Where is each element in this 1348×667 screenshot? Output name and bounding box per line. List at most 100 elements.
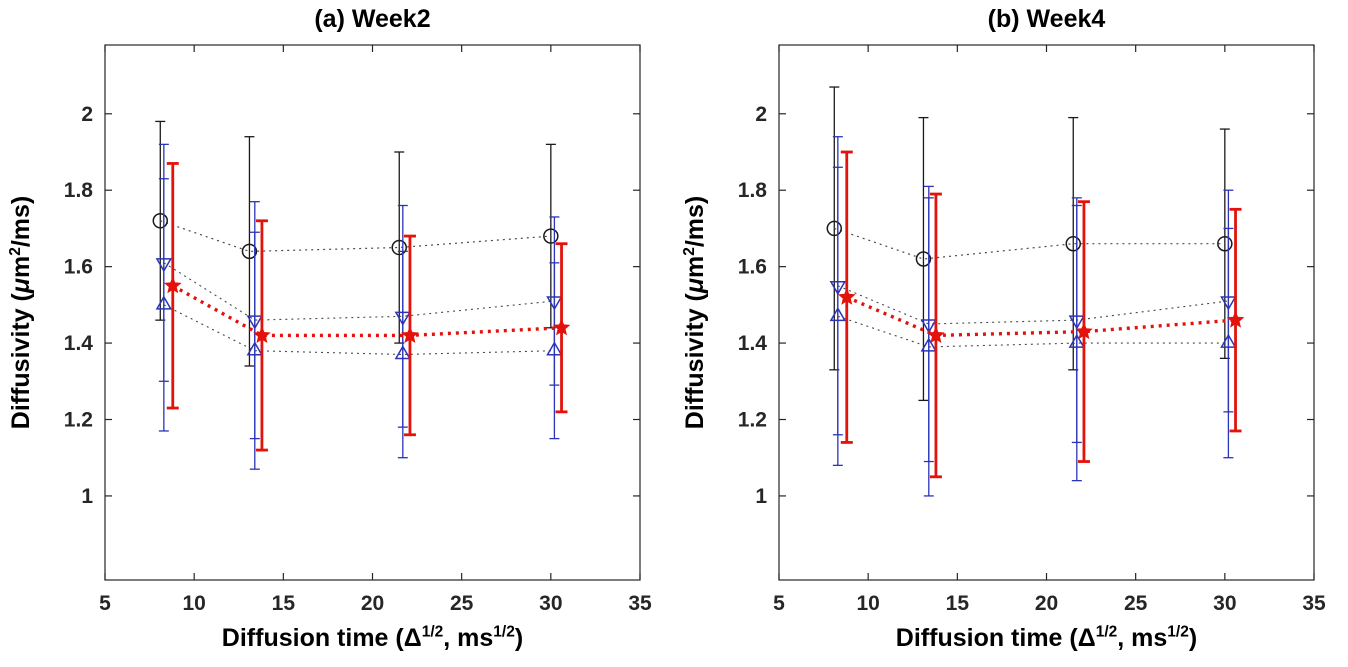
y-axis-label-text: Diffusivity (μm2/ms) bbox=[681, 195, 710, 430]
series-blue-triangles-up bbox=[829, 166, 1237, 497]
xlabel-post: ) bbox=[514, 624, 524, 652]
y-tick-label: 1.8 bbox=[64, 179, 94, 202]
xlabel-superscript-1: 1/2 bbox=[1095, 623, 1118, 641]
x-tick-label: 25 bbox=[450, 592, 474, 615]
ylabel-base: m bbox=[681, 255, 710, 279]
axes-box bbox=[104, 44, 641, 581]
circle-marker bbox=[543, 228, 559, 244]
y-axis-label: Diffusivity (μm2/ms) bbox=[676, 45, 716, 580]
plot-week2: 5 10 15 20 25 30 35 1 1.2 1.4 1.6 1.8 2 bbox=[64, 44, 652, 615]
subplot-week4: 5 10 15 20 25 30 35 1 1.2 1.4 1.6 1.8 2 (b) Week4 Di… bbox=[674, 0, 1348, 667]
mu-symbol: μ bbox=[681, 278, 710, 294]
triangle-up-marker bbox=[394, 345, 412, 360]
y-tick-label: 1.6 bbox=[64, 256, 93, 279]
series-line bbox=[837, 315, 1229, 348]
star-marker bbox=[253, 326, 271, 343]
y-tick-label: 2 bbox=[81, 103, 93, 126]
y-tick-label: 1.8 bbox=[738, 179, 768, 202]
xlabel-superscript-2: 1/2 bbox=[1167, 623, 1189, 641]
series-line bbox=[163, 304, 555, 356]
axes: 5 10 15 20 25 30 35 1 1.2 1.4 1.6 1.8 2 bbox=[738, 44, 1326, 615]
star-marker bbox=[1226, 310, 1245, 328]
x-tick-label: 20 bbox=[361, 592, 384, 615]
triangle-up-marker bbox=[920, 337, 938, 352]
series-red-stars bbox=[837, 150, 1245, 479]
xlabel-superscript-2: 1/2 bbox=[493, 623, 515, 641]
y-tick-label: 1.2 bbox=[738, 409, 767, 432]
star-marker bbox=[927, 326, 945, 343]
triangle-up-marker bbox=[155, 295, 173, 310]
circle-marker bbox=[1217, 235, 1233, 252]
series-line bbox=[834, 227, 1225, 260]
x-axis-label: Diffusion time (Δ1/2, ms1/2) bbox=[779, 623, 1314, 652]
ylabel-superscript: 2 bbox=[681, 247, 699, 256]
xlabel-superscript-1: 1/2 bbox=[421, 623, 444, 641]
star-marker bbox=[163, 276, 182, 294]
plot-week4: 5 10 15 20 25 30 35 1 1.2 1.4 1.6 1.8 2 bbox=[738, 44, 1326, 615]
series-black-circles bbox=[152, 120, 559, 367]
y-axis-label-text: Diffusivity (μm2/ms) bbox=[7, 195, 36, 430]
x-tick-label: 5 bbox=[773, 592, 785, 615]
xlabel-mid: , ms bbox=[1117, 624, 1168, 652]
delta-symbol: Δ bbox=[403, 624, 422, 652]
y-tick-label: 1.4 bbox=[64, 332, 94, 355]
triangle-up-marker bbox=[1220, 333, 1237, 348]
series-line bbox=[837, 285, 1229, 325]
subplot-week2: 5 10 15 20 25 30 35 1 1.2 1.4 1.6 1.8 2 (a) Week2 Di… bbox=[2, 5, 652, 652]
triangle-up-marker bbox=[246, 341, 264, 356]
series-blue-triangles-down bbox=[155, 143, 563, 440]
series-line bbox=[846, 295, 1236, 338]
mu-symbol: μ bbox=[7, 278, 36, 294]
axes: 5 10 15 20 25 30 35 1 1.2 1.4 1.6 1.8 2 bbox=[64, 44, 652, 615]
x-tick-label: 15 bbox=[946, 592, 970, 615]
y-tick-label: 1.6 bbox=[738, 256, 767, 279]
chart-title-week4: (b) Week4 bbox=[987, 5, 1106, 33]
circle-marker bbox=[241, 243, 258, 260]
circle-marker bbox=[915, 251, 932, 267]
y-tick-label: 1.2 bbox=[64, 409, 93, 432]
y-tick-label: 1 bbox=[81, 485, 93, 508]
triangle-up-marker bbox=[546, 341, 563, 356]
xlabel-pre: Diffusion time ( bbox=[895, 624, 1078, 652]
x-tick-label: 30 bbox=[1213, 592, 1236, 615]
x-tick-label: 5 bbox=[99, 592, 111, 615]
y-axis-label: Diffusivity (μm2/ms) bbox=[2, 45, 42, 580]
circle-marker bbox=[1065, 235, 1081, 252]
chart-title-week2: (a) Week2 bbox=[314, 5, 431, 33]
star-marker bbox=[401, 326, 419, 343]
xlabel-post: ) bbox=[1188, 624, 1198, 652]
xlabel-pre: Diffusion time ( bbox=[221, 624, 404, 652]
series-black-circles bbox=[826, 86, 1233, 402]
ylabel-superscript: 2 bbox=[7, 247, 25, 256]
ylabel-base: m bbox=[7, 255, 36, 279]
ylabel-post: /ms) bbox=[681, 195, 710, 248]
series-line bbox=[171, 284, 562, 338]
axes-box bbox=[778, 44, 1315, 581]
circle-marker bbox=[391, 239, 407, 256]
xlabel-mid: , ms bbox=[443, 624, 494, 652]
series-red-stars bbox=[163, 162, 571, 452]
x-tick-label: 15 bbox=[272, 592, 296, 615]
series-line bbox=[163, 262, 555, 321]
x-tick-label: 35 bbox=[1302, 592, 1326, 615]
series-blue-triangles-down bbox=[829, 136, 1237, 463]
x-tick-label: 30 bbox=[539, 592, 562, 615]
delta-symbol: Δ bbox=[1077, 624, 1096, 652]
triangle-up-marker bbox=[1068, 333, 1086, 348]
star-marker bbox=[1075, 322, 1093, 340]
x-tick-label: 35 bbox=[628, 592, 652, 615]
x-axis-label: Diffusion time (Δ1/2, ms1/2) bbox=[105, 623, 640, 652]
circle-marker bbox=[152, 213, 169, 229]
ylabel-pre: Diffusivity ( bbox=[681, 293, 710, 430]
series-line bbox=[160, 220, 551, 253]
x-tick-label: 20 bbox=[1035, 592, 1058, 615]
x-tick-label: 10 bbox=[856, 592, 879, 615]
ylabel-post: /ms) bbox=[7, 195, 36, 248]
y-tick-label: 2 bbox=[755, 103, 767, 126]
y-tick-label: 1 bbox=[755, 485, 767, 508]
x-tick-label: 10 bbox=[182, 592, 205, 615]
y-tick-label: 1.4 bbox=[738, 332, 768, 355]
star-marker bbox=[552, 318, 571, 336]
triangle-up-marker bbox=[829, 306, 847, 322]
ylabel-pre: Diffusivity ( bbox=[7, 293, 36, 430]
